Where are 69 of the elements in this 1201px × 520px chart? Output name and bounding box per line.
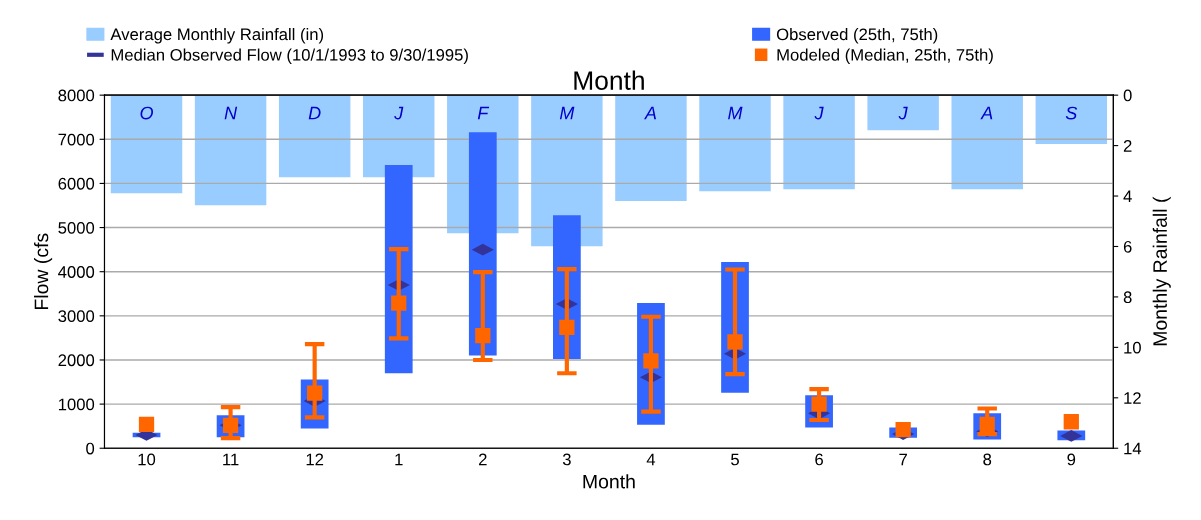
y2-tick-label: 8 bbox=[1123, 291, 1132, 304]
y-tick-label: 8000 bbox=[58, 89, 95, 102]
point bbox=[307, 385, 323, 401]
x-tick-label: 1 bbox=[395, 453, 403, 466]
annotation: N bbox=[224, 106, 238, 120]
annotation: J bbox=[814, 106, 824, 120]
point bbox=[727, 334, 743, 350]
x-tick-label: 8 bbox=[983, 453, 992, 466]
bar bbox=[531, 95, 603, 247]
x-tick-label: 9 bbox=[1067, 453, 1076, 466]
annotation: O bbox=[140, 106, 154, 120]
legend-label: Median Observed Flow (10/1/1993 to 9/30/1995) bbox=[111, 48, 468, 65]
legend-label: Average Monthly Rainfall (in) bbox=[110, 28, 324, 44]
bar bbox=[194, 95, 267, 206]
annotation: S bbox=[1065, 106, 1078, 120]
x-tick-label: 12 bbox=[306, 453, 324, 466]
point bbox=[643, 353, 659, 369]
y2-tick-label: 14 bbox=[1124, 442, 1142, 455]
annotation: M bbox=[559, 106, 575, 120]
y-tick-label: 1000 bbox=[58, 398, 95, 411]
annotation: A bbox=[980, 106, 993, 120]
legend-label: Observed (25th, 75th) bbox=[776, 28, 938, 44]
y-tick-label: 7000 bbox=[58, 133, 95, 146]
annotation: D bbox=[308, 106, 321, 120]
y2-tick-label: 6 bbox=[1123, 240, 1132, 253]
x-tick-label: 4 bbox=[646, 453, 656, 466]
x-tick-label: 11 bbox=[223, 453, 239, 466]
annotation: A bbox=[644, 106, 656, 120]
annotation: J bbox=[898, 106, 908, 120]
bar bbox=[699, 95, 771, 192]
x-tick-label: 3 bbox=[562, 453, 571, 466]
y2-axis-title: Monthly Rainfall ( bbox=[1152, 196, 1171, 346]
x-tick-label: 10 bbox=[138, 453, 156, 466]
bar bbox=[615, 95, 687, 202]
y-tick-label: 5000 bbox=[58, 221, 95, 234]
y-tick-label: 6000 bbox=[58, 177, 95, 190]
y-tick-label: 3000 bbox=[58, 310, 95, 323]
bar bbox=[951, 95, 1023, 190]
annotation: M bbox=[728, 106, 743, 120]
point bbox=[559, 319, 575, 335]
chart-title: Month bbox=[574, 70, 644, 90]
x-tick-label: 2 bbox=[479, 453, 487, 466]
y-tick-label: 4000 bbox=[58, 266, 95, 278]
y2-tick-label: 0 bbox=[1123, 89, 1132, 102]
point bbox=[895, 422, 911, 438]
point bbox=[1063, 414, 1079, 430]
x-tick-label: 6 bbox=[815, 453, 823, 466]
x-axis-title: Month bbox=[583, 474, 635, 489]
y2-tick-label: 12 bbox=[1124, 392, 1141, 404]
point bbox=[475, 328, 491, 344]
y-tick-label: 2000 bbox=[58, 354, 95, 367]
bar bbox=[363, 95, 435, 178]
annotation: J bbox=[394, 106, 404, 120]
bar bbox=[1035, 95, 1108, 145]
bar bbox=[783, 95, 855, 190]
bar bbox=[867, 95, 939, 131]
point bbox=[391, 295, 407, 311]
bar bbox=[278, 95, 351, 178]
legend-label: Modeled (Median, 25th, 75th) bbox=[777, 48, 993, 65]
x-tick-label: 5 bbox=[731, 453, 739, 466]
y-tick-label: 0 bbox=[86, 442, 95, 455]
point bbox=[138, 416, 155, 433]
y2-tick-label: 4 bbox=[1123, 190, 1132, 203]
y2-tick-label: 10 bbox=[1124, 341, 1141, 354]
y2-tick-label: 2 bbox=[1123, 140, 1132, 152]
y-axis-title: Flow (cfs bbox=[34, 233, 53, 309]
annotation: F bbox=[477, 106, 490, 120]
bar bbox=[110, 95, 183, 194]
x-tick-label: 7 bbox=[899, 453, 907, 466]
